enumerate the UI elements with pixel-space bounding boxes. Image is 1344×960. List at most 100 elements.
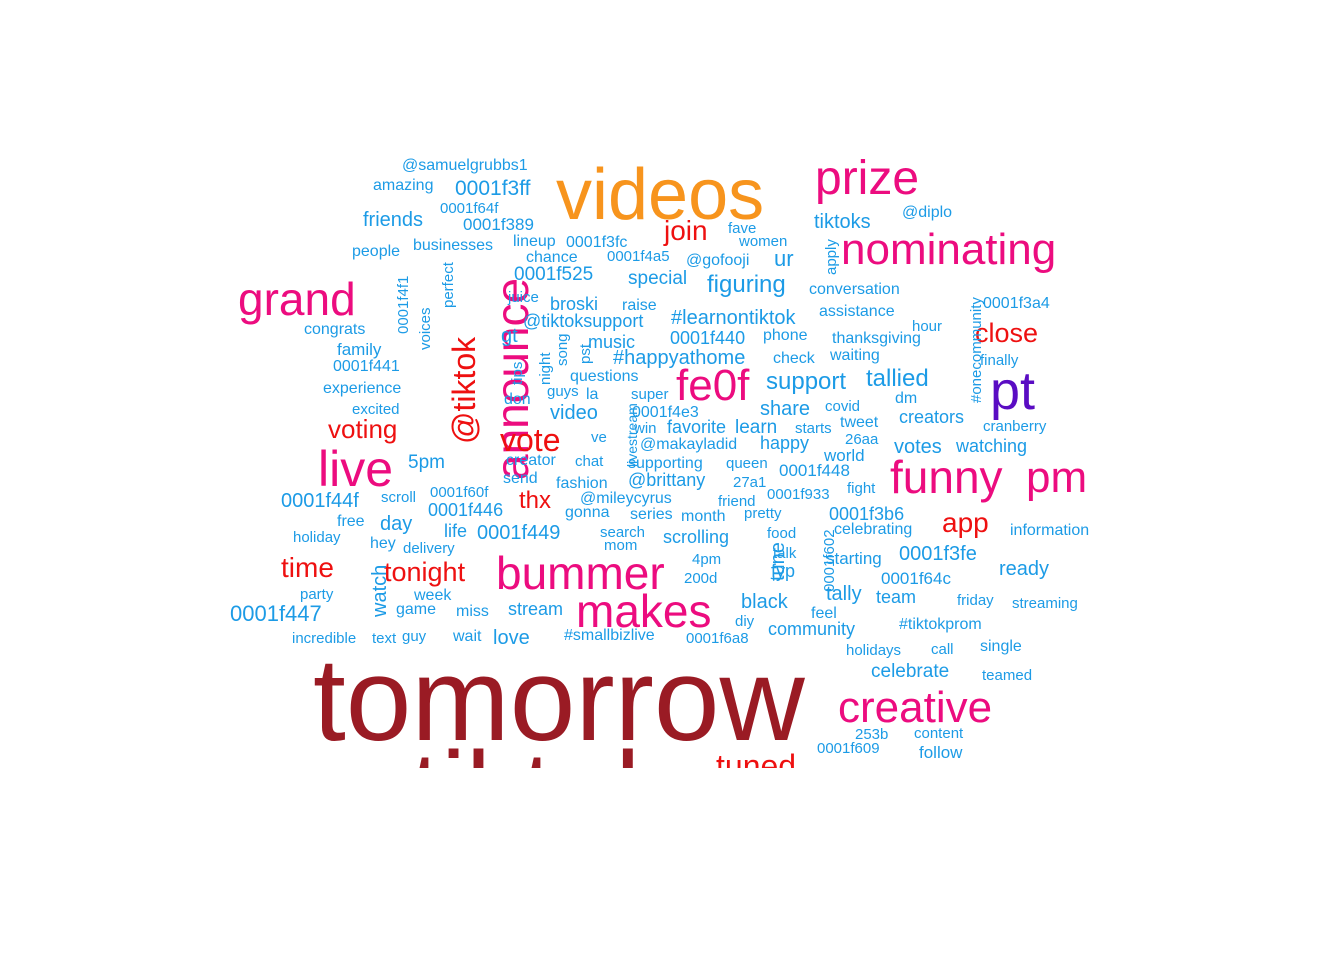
cloud-word: 0001f447 xyxy=(230,601,322,626)
cloud-word: incredible xyxy=(292,630,357,647)
cloud-word: mom xyxy=(604,537,638,554)
cloud-word: dm xyxy=(895,390,918,407)
cloud-word: thanksgiving xyxy=(832,330,921,347)
cloud-word: prize xyxy=(815,152,920,205)
cloud-word: amazing xyxy=(373,177,434,194)
cloud-word: holiday xyxy=(293,529,341,546)
cloud-word: 0001f60f xyxy=(430,484,489,501)
cloud-word: 27a1 xyxy=(733,474,767,491)
cloud-word: life xyxy=(444,521,468,541)
cloud-word: streaming xyxy=(1012,595,1078,612)
cloud-word: holidays xyxy=(846,642,902,659)
cloud-word: finally xyxy=(980,352,1019,369)
cloud-word: fave xyxy=(728,220,757,237)
cloud-word: broski xyxy=(550,294,599,314)
cloud-word: tally xyxy=(826,583,862,605)
cloud-word: friday xyxy=(957,592,994,609)
cloud-word: tiktok xyxy=(410,736,671,769)
cloud-word: starts xyxy=(795,420,832,437)
cloud-word: bummer xyxy=(496,547,665,599)
cloud-word: pt xyxy=(990,361,1036,421)
cloud-word: 0001f3fe xyxy=(899,543,977,565)
cloud-word: perfect xyxy=(440,262,457,308)
cloud-word: diy xyxy=(735,613,755,630)
cloud-word: funny xyxy=(890,451,1003,503)
cloud-word: #happyathome xyxy=(613,347,746,369)
cloud-word: music xyxy=(588,332,636,352)
cloud-word: team xyxy=(876,587,917,607)
cloud-word: share xyxy=(760,398,811,420)
cloud-word: miss xyxy=(456,603,489,620)
cloud-word: #learnontiktok xyxy=(671,307,796,329)
cloud-word: @gofooji xyxy=(686,252,750,269)
cloud-word: gt xyxy=(501,325,518,347)
cloud-word: close xyxy=(975,318,1039,348)
cloud-word: party xyxy=(300,586,334,603)
cloud-word: voices xyxy=(417,307,434,350)
cloud-word: 0001f4f1 xyxy=(395,275,412,334)
cloud-word: search xyxy=(600,524,646,541)
cloud-word: 26aa xyxy=(845,431,879,448)
cloud-word: don xyxy=(504,391,531,408)
cloud-word: 0001f64f xyxy=(440,200,499,217)
cloud-word: chat xyxy=(575,453,604,470)
cloud-word: tomorrow xyxy=(313,634,805,766)
cloud-word: apply xyxy=(823,239,840,275)
cloud-word: 0001f609 xyxy=(817,740,880,757)
cloud-word: 0001f441 xyxy=(333,358,400,375)
cloud-word: ve xyxy=(591,429,607,446)
cloud-word: 0001f449 xyxy=(477,522,561,544)
cloud-word: guys xyxy=(547,383,579,400)
cloud-word: black xyxy=(741,591,788,613)
cloud-word: support xyxy=(766,368,847,395)
cloud-word: 0001f3b6 xyxy=(829,504,905,524)
cloud-word: favorite xyxy=(667,417,727,437)
cloud-word: week xyxy=(414,587,452,604)
cloud-word: 0001f4a5 xyxy=(607,248,670,265)
cloud-word: guy xyxy=(402,628,427,645)
cloud-word: #smallbizlive xyxy=(564,627,655,644)
cloud-word: check xyxy=(773,350,815,367)
cloud-word: content xyxy=(914,725,964,742)
cloud-word: tuned xyxy=(716,748,797,768)
cloud-word: song xyxy=(554,333,571,366)
cloud-word: 0001f3ff xyxy=(455,177,531,200)
cloud-word: 0001f4e3 xyxy=(632,404,699,421)
cloud-word: @samuelgrubbs1 xyxy=(402,157,528,174)
cloud-word: wait xyxy=(453,628,482,645)
cloud-word: thx xyxy=(519,487,552,514)
cloud-word: congrats xyxy=(304,321,366,338)
cloud-word: celebrating xyxy=(834,521,913,538)
cloud-word: juice xyxy=(508,289,539,306)
cloud-word: queen xyxy=(726,455,768,472)
cloud-word: hour xyxy=(912,318,943,335)
cloud-word: series xyxy=(630,506,673,523)
cloud-word: @tiktok xyxy=(446,336,482,444)
word-cloud-canvas: tomorrow tiktok videos prize nominating … xyxy=(230,152,1089,769)
cloud-word: figuring xyxy=(707,271,786,298)
cloud-word: delivery xyxy=(403,540,455,557)
cloud-word: chance xyxy=(526,249,578,266)
cloud-word: @makayladid xyxy=(640,436,738,453)
cloud-word: follow xyxy=(919,743,963,762)
cloud-word: 0001f525 xyxy=(514,264,594,285)
cloud-word: super xyxy=(631,386,669,403)
cloud-word: family xyxy=(337,340,382,359)
cloud-word: 0001f6a8 xyxy=(686,630,749,647)
cloud-word: tweet xyxy=(840,414,879,431)
cloud-word: time xyxy=(281,552,334,583)
cloud-word: 4pm xyxy=(692,551,722,568)
cloud-word: @diplo xyxy=(902,204,953,221)
cloud-word: creators xyxy=(899,407,965,427)
cloud-word: 0001f389 xyxy=(463,215,534,234)
cloud-word: 0001f3fc xyxy=(566,234,628,251)
cloud-word: teamed xyxy=(982,667,1033,684)
cloud-word: questions xyxy=(570,368,639,385)
cloud-word: makes xyxy=(576,585,712,637)
cloud-word: 0001f3a4 xyxy=(983,295,1050,312)
cloud-word: community xyxy=(768,619,856,639)
cloud-word: fight xyxy=(847,480,876,497)
cloud-word: 0001f933 xyxy=(767,486,830,503)
cloud-word: pm xyxy=(1026,453,1088,502)
